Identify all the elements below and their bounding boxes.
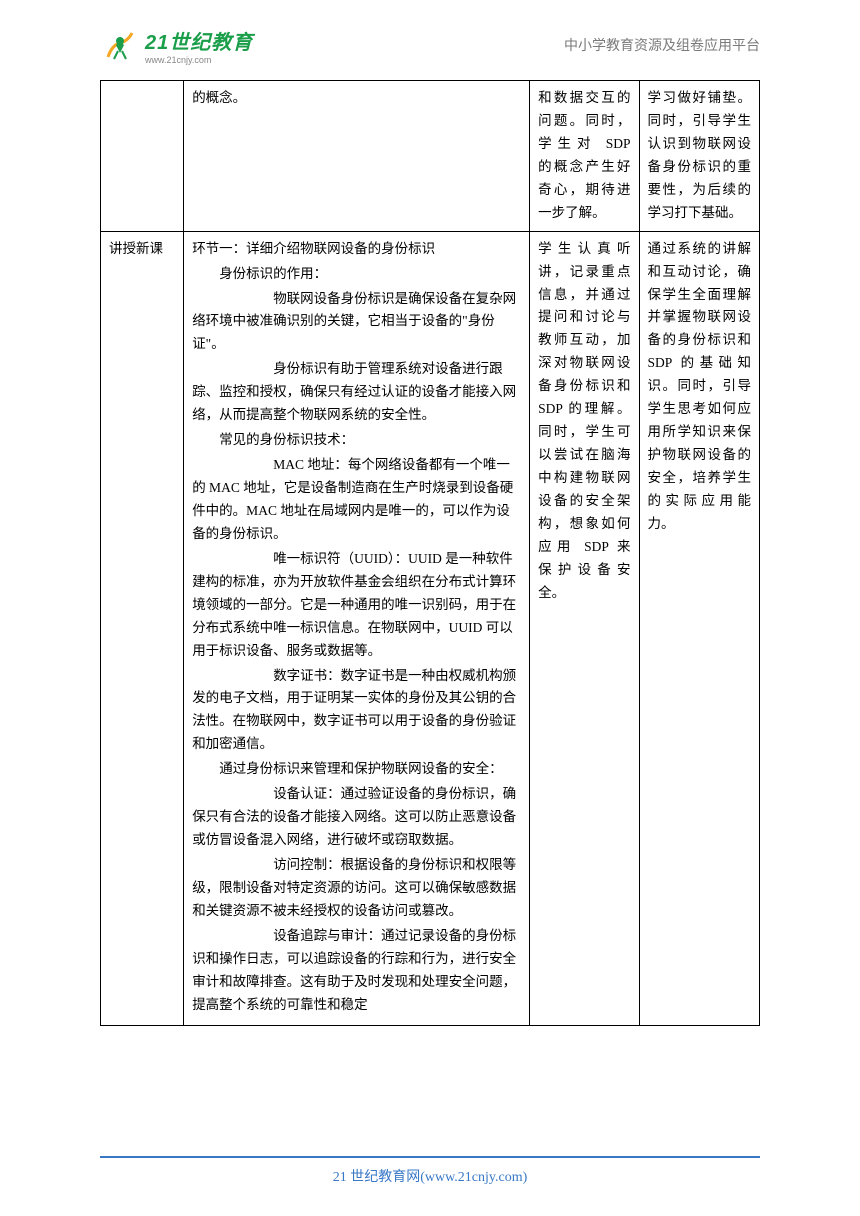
footer-text: 21 世纪教育网(www.21cnjy.com) xyxy=(333,1170,528,1185)
table-row: 讲授新课 环节一：详细介绍物联网设备的身份标识 身份标识的作用： 物联网设备身份… xyxy=(101,231,760,1025)
logo-main-text: 21世纪教育 xyxy=(145,26,253,55)
cell-student-1: 和数据交互的 问题。同时， 学生对 SDP 的概念产生好 奇心，期待进 一步了解… xyxy=(530,81,639,232)
logo-text-block: 21世纪教育 www.21cnjy.com xyxy=(145,26,253,65)
lesson-plan-table: 的概念。 和数据交互的 问题。同时， 学生对 SDP 的概念产生好 奇心，期待进… xyxy=(100,80,760,1026)
table-row: 的概念。 和数据交互的 问题。同时， 学生对 SDP 的概念产生好 奇心，期待进… xyxy=(101,81,760,232)
logo-icon xyxy=(100,25,140,65)
cell-content-1: 的概念。 xyxy=(184,81,530,232)
para: MAC 地址：每个网络设备都有一个唯一的 MAC 地址，它是设备制造商在生产时烧… xyxy=(192,454,521,546)
para: 通过身份标识来管理和保护物联网设备的安全： xyxy=(192,758,521,781)
cell-design-2: 通过系统的讲解 和互动讨论，确 保学生全面理解 并掌握物联网设 备的身份标识和 … xyxy=(639,231,759,1025)
cell-stage-1 xyxy=(101,81,184,232)
header-right-text: 中小学教育资源及组卷应用平台 xyxy=(564,35,760,55)
para: 环节一：详细介绍物联网设备的身份标识 xyxy=(192,238,521,261)
para: 常见的身份标识技术： xyxy=(192,429,521,452)
para: 身份标识的作用： xyxy=(192,263,521,286)
page-header: 21世纪教育 www.21cnjy.com 中小学教育资源及组卷应用平台 xyxy=(0,0,860,80)
para: 访问控制：根据设备的身份标识和权限等级，限制设备对特定资源的访问。这可以确保敏感… xyxy=(192,854,521,923)
logo: 21世纪教育 www.21cnjy.com xyxy=(100,25,253,65)
para: 设备认证：通过验证设备的身份标识，确保只有合法的设备才能接入网络。这可以防止恶意… xyxy=(192,783,521,852)
footer-divider xyxy=(100,1156,760,1158)
cell-student-2: 学生认真听 讲，记录重点 信息，并通过 提问和讨论与 教师互动，加 深对物联网设… xyxy=(530,231,639,1025)
cell-content-2: 环节一：详细介绍物联网设备的身份标识 身份标识的作用： 物联网设备身份标识是确保… xyxy=(184,231,530,1025)
logo-url-text: www.21cnjy.com xyxy=(145,55,253,65)
page-footer: 21 世纪教育网(www.21cnjy.com) xyxy=(0,1156,860,1186)
para: 物联网设备身份标识是确保设备在复杂网络环境中被准确识别的关键，它相当于设备的"身… xyxy=(192,288,521,357)
para: 唯一标识符（UUID）：UUID 是一种软件建构的标准，亦为开放软件基金会组织在… xyxy=(192,548,521,663)
para: 身份标识有助于管理系统对设备进行跟踪、监控和授权，确保只有经过认证的设备才能接入… xyxy=(192,358,521,427)
para: 设备追踪与审计：通过记录设备的身份标识和操作日志，可以追踪设备的行踪和行为，进行… xyxy=(192,925,521,1017)
cell-stage-2: 讲授新课 xyxy=(101,231,184,1025)
cell-design-1: 学习做好铺垫。 同时，引导学生 认识到物联网设 备身份标识的重 要性，为后续的 … xyxy=(639,81,759,232)
para: 数字证书：数字证书是一种由权威机构颁发的电子文档，用于证明某一实体的身份及其公钥… xyxy=(192,665,521,757)
